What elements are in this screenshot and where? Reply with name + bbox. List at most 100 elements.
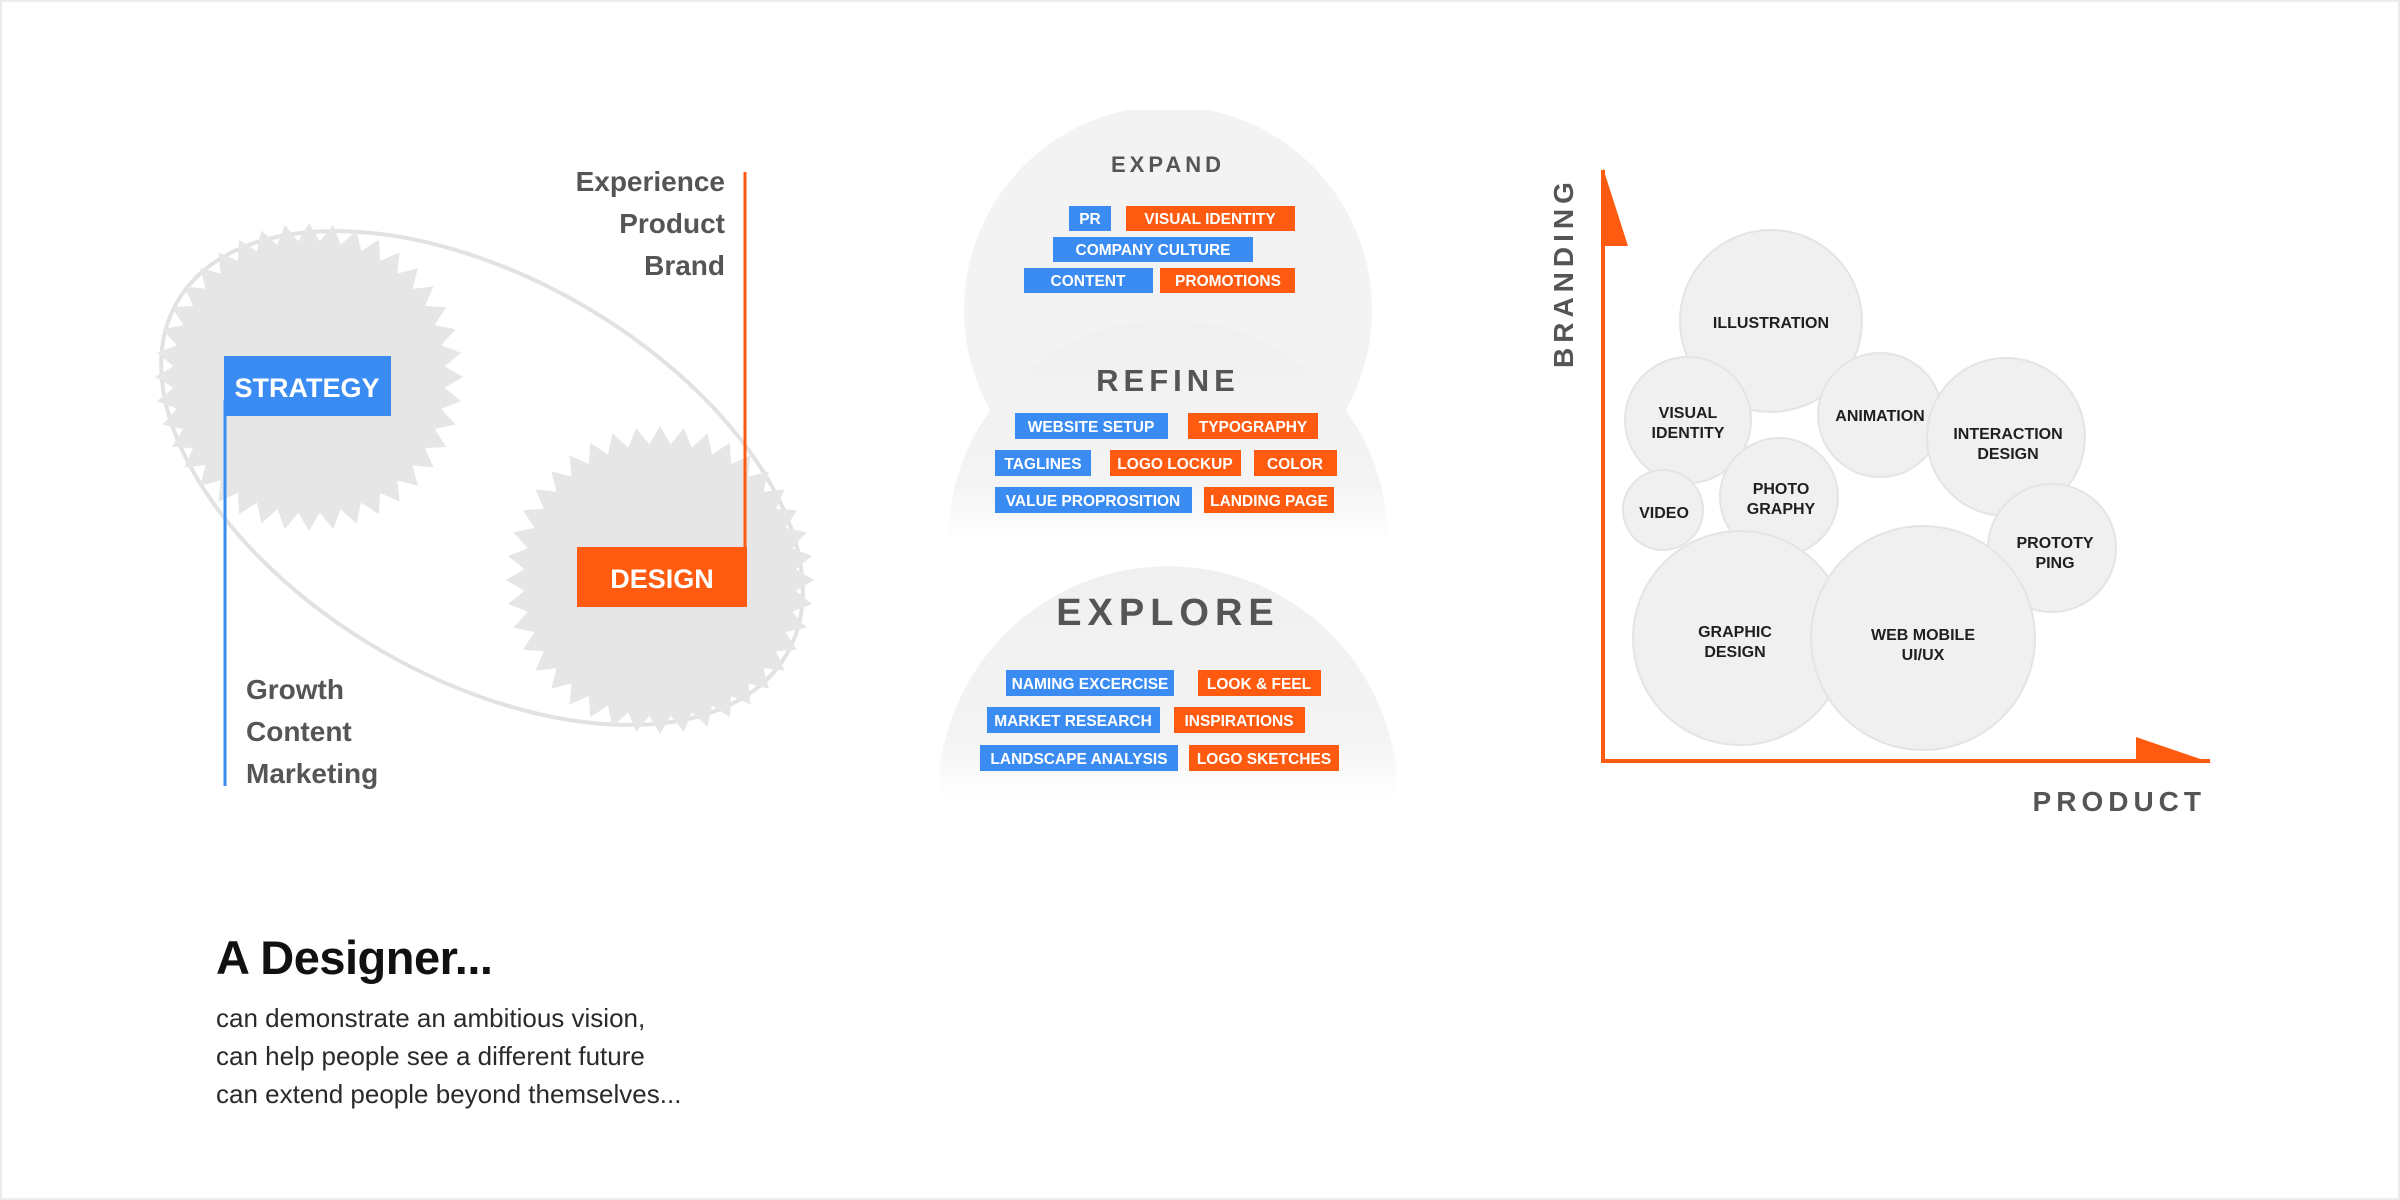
tag-label: LOGO LOCKUP [1117,456,1232,473]
caption-line: can demonstrate an ambitious vision, [216,1003,646,1033]
tag: PR [1069,206,1111,231]
tag: COMPANY CULTURE [1053,237,1253,262]
strategy-label: STRATEGY [234,373,379,403]
caption-block: A Designer... can demonstrate an ambitio… [216,930,1116,1113]
caption-title: A Designer... [216,931,493,984]
tag: LANDING PAGE [1204,487,1334,513]
tag: INSPIRATIONS [1174,707,1305,733]
y-axis-arrow-icon [1603,168,1628,246]
tag-bg [1254,450,1337,476]
top-list-item: Brand [644,250,725,281]
tag: MARKET RESEARCH [987,707,1160,733]
tag-label: LOGO SKETCHES [1197,751,1331,768]
tag: PROMOTIONS [1160,268,1295,293]
tag-label: WEBSITE SETUP [1028,419,1155,436]
tag: TAGLINES [995,450,1091,476]
tag-bg [1126,206,1295,231]
tag-bg [1006,670,1174,696]
tag-bg [1188,413,1318,439]
tag-bg [1110,450,1241,476]
tag: VISUAL IDENTITY [1126,206,1295,231]
tag: VALUE PROPROSITION [995,487,1192,513]
bubble [1810,525,2036,751]
bubble-label: INTERACTION [1953,426,2062,443]
bubble-label: GRAPHY [1747,501,1816,518]
tag-label: INSPIRATIONS [1184,713,1293,730]
tag-label: COLOR [1267,456,1323,473]
design-label-box [577,547,747,607]
top-list: Experience Product Brand [576,166,725,281]
bubble-label: VISUAL [1659,405,1718,422]
tag-label: VISUAL IDENTITY [1144,211,1276,228]
tag-bg [1015,413,1168,439]
tag-bg [1189,745,1339,771]
skills-map-panel: BRANDING PRODUCT ILLUSTRATION VISUAL IDE… [1548,168,2212,817]
bubble [1679,229,1863,413]
top-list-item: Experience [576,166,725,197]
bubble-label: UI/UX [1902,647,1945,664]
y-axis-label: BRANDING [1548,177,1579,368]
design-label: DESIGN [610,564,714,594]
bubble-label: DESIGN [1704,644,1765,661]
bubble-label: GRAPHIC [1698,624,1772,641]
bubble-label: ANIMATION [1835,408,1924,425]
tag-bg [995,487,1192,513]
x-axis-label: PRODUCT [2033,786,2206,817]
bottom-list-item: Content [246,716,352,747]
tag: LOGO SKETCHES [1189,745,1339,771]
bubble-label: PING [2035,555,2074,572]
tag-label: VALUE PROPROSITION [1006,493,1181,510]
caption-line: can extend people beyond themselves... [216,1079,682,1109]
tag-bg [980,745,1178,771]
bubble [1622,469,1704,551]
tag: LOGO LOCKUP [1110,450,1241,476]
caption-line: can help people see a different future [216,1041,645,1071]
strategy-design-panel: Experience Product Brand STRATEGY DESIGN… [155,166,814,789]
tag-label: PR [1079,211,1101,228]
tag-label: PROMOTIONS [1175,273,1281,290]
process-panel: EXPAND REFINE EXPLORE PR VISUAL IDENTITY… [940,110,1396,800]
bubble-label: IDENTITY [1652,425,1725,442]
tag-bg [987,707,1160,733]
tag: NAMING EXCERCISE [1006,670,1174,696]
x-axis-arrow-icon [2136,737,2212,763]
top-list-item: Product [619,208,725,239]
tag-label: TAGLINES [1004,456,1081,473]
tag-label: MARKET RESEARCH [994,713,1152,730]
bubble-label: VIDEO [1639,505,1689,522]
tag: WEBSITE SETUP [1015,413,1168,439]
bottom-list-item: Marketing [246,758,378,789]
phase-title-refine: REFINE [1096,363,1240,398]
tag-bg [1198,670,1321,696]
tag-bg [1204,487,1334,513]
tag-label: TYPOGRAPHY [1199,419,1308,436]
bubble-label: ILLUSTRATION [1713,315,1829,332]
tag: CONTENT [1024,268,1153,293]
tag-label: LANDING PAGE [1210,493,1328,510]
tag-label: LOOK & FEEL [1207,676,1311,693]
tag: LOOK & FEEL [1198,670,1321,696]
tag-bg [1024,268,1153,293]
tag-label: LANDSCAPE ANALYSIS [990,751,1167,768]
skill-bubbles [1622,229,2117,751]
strategy-label-box [224,356,391,416]
bottom-list-item: Growth [246,674,344,705]
tag-label: CONTENT [1051,273,1126,290]
tag-label: COMPANY CULTURE [1076,242,1231,259]
tag: COLOR [1254,450,1337,476]
tag: TYPOGRAPHY [1188,413,1318,439]
tag-bg [1160,268,1295,293]
tag-bg [1053,237,1253,262]
bubble-label: PROTOTY [2016,535,2093,552]
tag-label: NAMING EXCERCISE [1012,676,1169,693]
bubble-label: DESIGN [1977,446,2038,463]
bottom-list: Growth Content Marketing [246,674,378,789]
tag: LANDSCAPE ANALYSIS [980,745,1178,771]
tag-bg [1069,206,1111,231]
tag-bg [995,450,1091,476]
phase-title-explore: EXPLORE [1056,592,1280,634]
phase-title-expand: EXPAND [1111,152,1225,177]
bubble-label: PHOTO [1753,481,1810,498]
